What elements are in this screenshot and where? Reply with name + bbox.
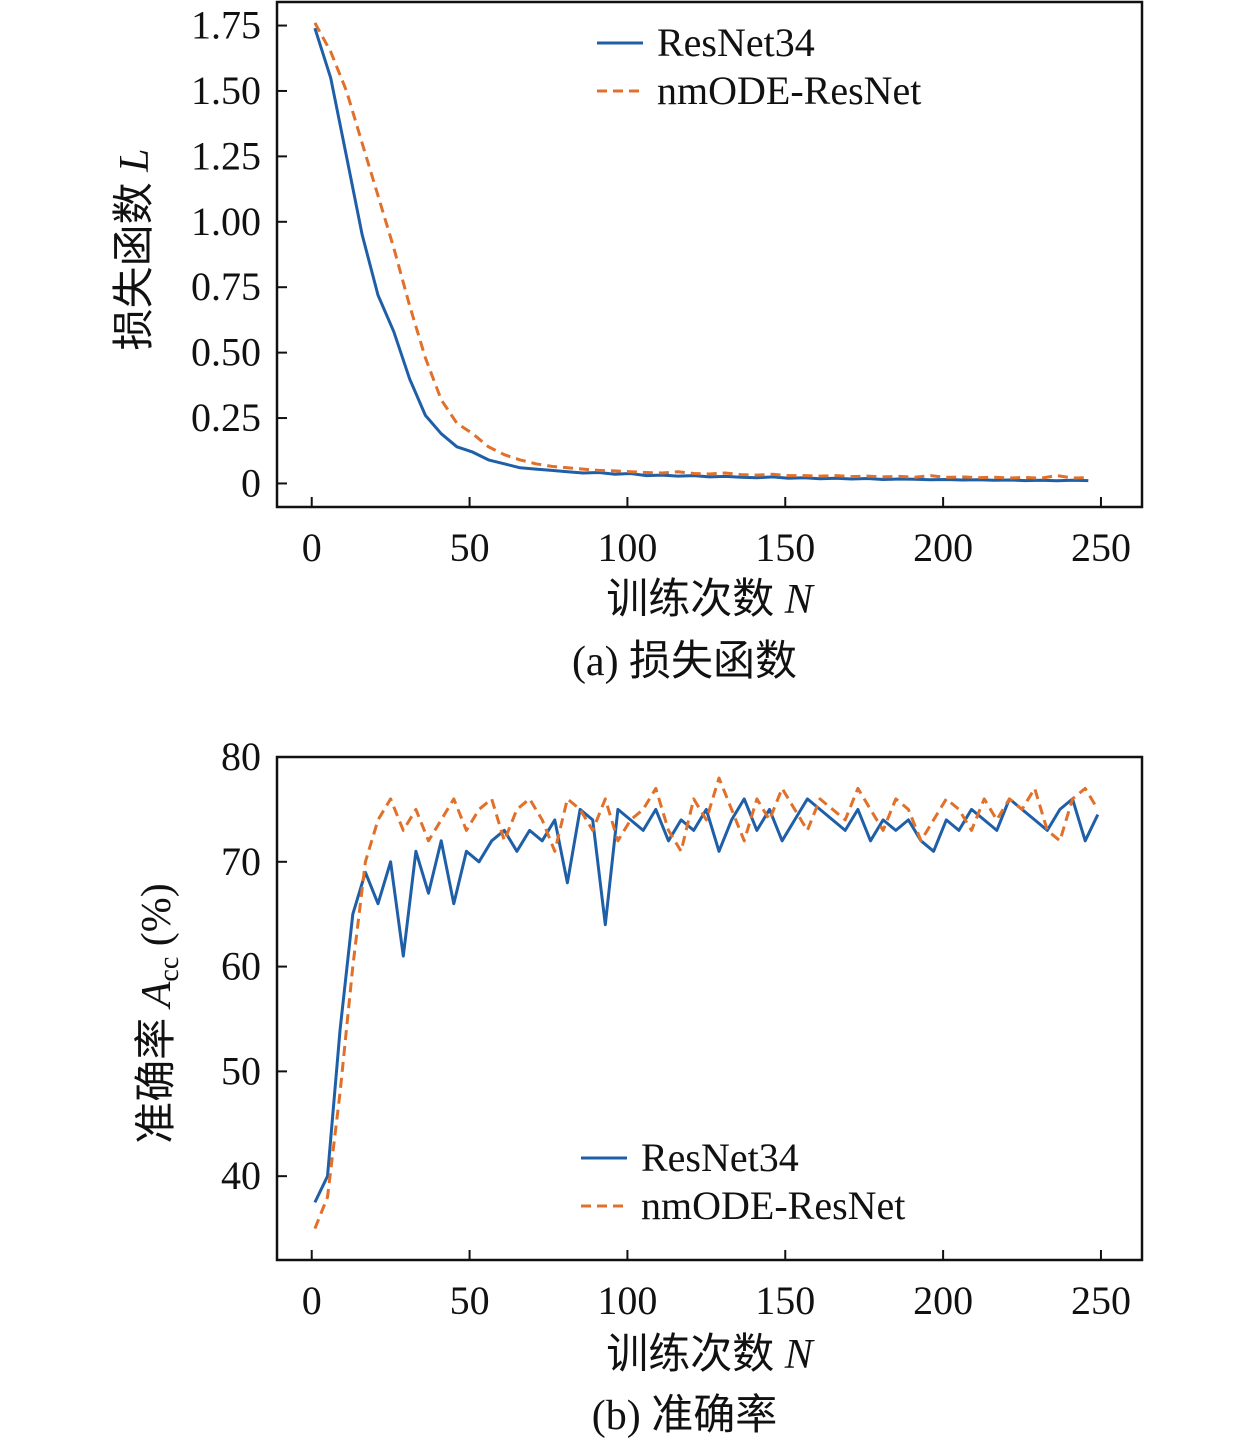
x-axis-label: 训练次数 N	[606, 1331, 815, 1378]
y-axis-var: L	[112, 149, 158, 173]
y-axis-var-sub: cc	[154, 957, 185, 982]
y-tick-label: 70	[221, 839, 261, 884]
y-axis-label: 损失函数 L	[112, 149, 158, 351]
x-tick-label: 100	[597, 525, 657, 570]
legend-label: nmODE-ResNet	[641, 1183, 905, 1228]
legend-label: ResNet34	[641, 1135, 799, 1180]
y-tick-label: 0.75	[191, 264, 261, 309]
x-tick-label: 250	[1071, 1278, 1131, 1323]
x-tick-label: 0	[302, 1278, 322, 1323]
x-tick-label: 50	[450, 1278, 490, 1323]
y-tick-label: 0.25	[191, 395, 261, 440]
y-tick-label: 80	[221, 734, 261, 779]
x-tick-label: 200	[913, 525, 973, 570]
x-axis-var: N	[784, 1332, 815, 1378]
chart-panel-0: 0 50 100 150 200 250 0 0.25 0.50 0.75 1.00 1.25 1.50…	[112, 2, 1142, 685]
y-tick-label: 1.25	[191, 133, 261, 178]
x-tick-label: 100	[597, 1278, 657, 1323]
chart-caption: (b) 准确率	[592, 1392, 777, 1439]
y-tick-label: 60	[221, 944, 261, 989]
chart-caption: (a) 损失函数	[572, 639, 797, 685]
y-tick-label: 1.75	[191, 3, 261, 48]
x-tick-label: 0	[302, 525, 322, 570]
x-tick-label: 250	[1071, 525, 1131, 570]
x-tick-label: 200	[913, 1278, 973, 1323]
y-tick-label: 0.50	[191, 330, 261, 375]
x-tick-label: 150	[755, 1278, 815, 1323]
y-tick-label: 0	[241, 460, 261, 505]
y-tick-label: 40	[221, 1153, 261, 1198]
y-tick-label: 50	[221, 1048, 261, 1093]
x-tick-label: 150	[755, 525, 815, 570]
x-axis-var: N	[784, 577, 815, 623]
y-axis-label: 准确率 Acc (%)	[133, 883, 185, 1144]
y-tick-label: 1.50	[191, 68, 261, 113]
y-tick-label: 1.00	[191, 199, 261, 244]
x-tick-label: 50	[450, 525, 490, 570]
legend-label: nmODE-ResNet	[657, 68, 921, 113]
chart-panel-1: 0 50 100 150 200 250 40 50 60 70 80 训练次数 N (b) 准确率 准确…	[133, 734, 1142, 1439]
y-axis-var: A	[134, 981, 180, 1010]
legend-label: ResNet34	[657, 20, 815, 65]
y-axis-unit: (%)	[134, 883, 180, 956]
x-axis-label: 训练次数 N	[606, 576, 815, 623]
